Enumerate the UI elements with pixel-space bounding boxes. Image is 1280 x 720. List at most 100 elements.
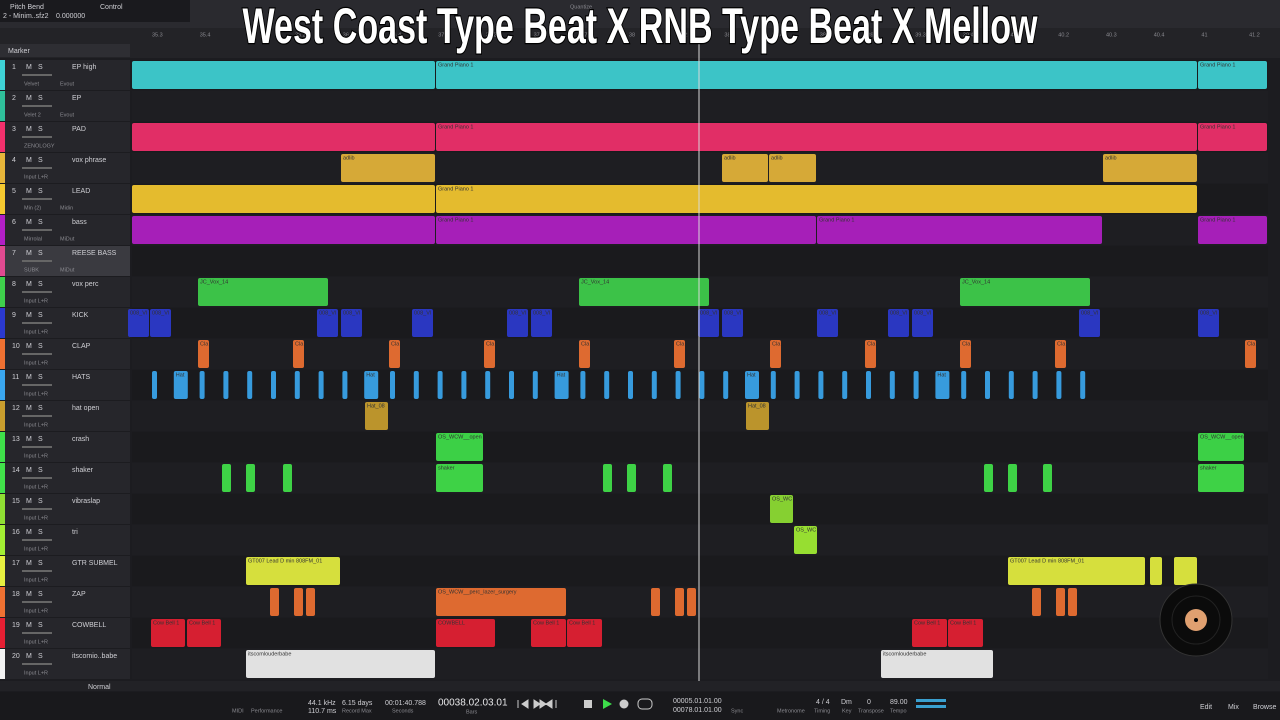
mute-button[interactable]: M	[26, 219, 32, 226]
track-number: 5	[12, 188, 16, 195]
solo-button[interactable]: S	[38, 188, 43, 195]
solo-button[interactable]: S	[38, 157, 43, 164]
mix-tab[interactable]: Mix	[1228, 704, 1239, 711]
transport-controls[interactable]	[517, 698, 653, 710]
clip-label: 008_Vl	[1200, 310, 1217, 316]
mute-button[interactable]: M	[26, 591, 32, 598]
solo-button[interactable]: S	[38, 436, 43, 443]
mute-button[interactable]: M	[26, 622, 32, 629]
solo-button[interactable]: S	[38, 374, 43, 381]
edit-tab[interactable]: Edit	[1200, 704, 1212, 711]
clip	[531, 309, 552, 337]
mute-button[interactable]: M	[26, 436, 32, 443]
track-input: Input L+R	[24, 639, 48, 645]
clip	[1103, 154, 1197, 182]
volume-slider	[22, 663, 52, 665]
solo-button[interactable]: S	[38, 498, 43, 505]
track-lane	[132, 525, 1268, 555]
solo-button[interactable]: S	[38, 467, 43, 474]
loop-button[interactable]	[637, 698, 653, 710]
clip-label: OS_WC	[772, 496, 792, 502]
clip-label: 008_Vl	[343, 310, 360, 316]
clip	[364, 371, 379, 399]
mute-button[interactable]: M	[26, 281, 32, 288]
mute-button[interactable]: M	[26, 250, 32, 257]
track-name: hat open	[72, 405, 99, 412]
scrollbar	[0, 681, 1280, 691]
volume-slider	[22, 167, 52, 169]
solo-button[interactable]: S	[38, 64, 43, 71]
record-label: Record Max	[342, 708, 372, 714]
mute-button[interactable]: M	[26, 653, 32, 660]
record-button[interactable]	[619, 699, 629, 709]
clip	[1008, 464, 1017, 492]
mute-button[interactable]: M	[26, 374, 32, 381]
clip	[604, 371, 610, 399]
clip-label: 008_Vl	[152, 310, 169, 316]
track-color	[0, 215, 5, 245]
solo-button[interactable]: S	[38, 250, 43, 257]
mute-button[interactable]: M	[26, 343, 32, 350]
control-value: 0.000000	[56, 13, 85, 20]
track-name: shaker	[72, 467, 94, 474]
sync-label[interactable]: Sync	[731, 708, 743, 714]
clip	[1032, 371, 1038, 399]
solo-button[interactable]: S	[38, 405, 43, 412]
solo-button[interactable]: S	[38, 281, 43, 288]
clip-label: 008_Vl	[533, 310, 550, 316]
solo-button[interactable]: S	[38, 622, 43, 629]
loop-end: 00078.01.01.00	[673, 707, 722, 714]
track-input: Input L+R	[24, 391, 48, 397]
mute-button[interactable]: M	[26, 64, 32, 71]
track-lane	[132, 432, 1268, 462]
solo-button[interactable]: S	[38, 343, 43, 350]
track-color	[0, 587, 5, 617]
key: Dm	[841, 699, 852, 706]
clip	[723, 371, 729, 399]
solo-button[interactable]: S	[38, 653, 43, 660]
clip	[436, 464, 483, 492]
mute-button[interactable]: M	[26, 126, 32, 133]
clip-label: adlib	[343, 155, 355, 161]
clip	[413, 371, 419, 399]
mute-button[interactable]: M	[26, 312, 32, 319]
mute-button[interactable]: M	[26, 560, 32, 567]
clip-label: Hat	[557, 372, 566, 378]
track-name: REESE BASS	[72, 250, 117, 257]
solo-button[interactable]: S	[38, 591, 43, 598]
mute-button[interactable]: M	[26, 188, 32, 195]
clip	[842, 371, 848, 399]
solo-button[interactable]: S	[38, 219, 43, 226]
stop-button[interactable]	[584, 700, 592, 708]
clip-label: Cla	[1247, 341, 1256, 347]
ruler-label: 40	[1011, 32, 1017, 38]
track-header	[0, 215, 130, 245]
clip-label: Hat	[366, 372, 375, 378]
mute-button[interactable]: M	[26, 405, 32, 412]
position: 00038.02.03.01	[438, 698, 508, 709]
clip	[187, 619, 221, 647]
solo-button[interactable]: S	[38, 126, 43, 133]
solo-button[interactable]: S	[38, 560, 43, 567]
transport-buttons[interactable]	[517, 699, 557, 709]
mute-button[interactable]: M	[26, 157, 32, 164]
clip	[341, 309, 362, 337]
mute-button[interactable]: M	[26, 498, 32, 505]
browse-tab[interactable]: Browse	[1253, 704, 1276, 711]
clip	[579, 340, 590, 368]
clip	[293, 340, 304, 368]
clip	[461, 371, 467, 399]
volume-slider	[22, 601, 52, 603]
mute-button[interactable]: M	[26, 467, 32, 474]
track-color	[0, 401, 5, 431]
solo-button[interactable]: S	[38, 312, 43, 319]
mute-button[interactable]: M	[26, 529, 32, 536]
solo-button[interactable]: S	[38, 529, 43, 536]
solo-button[interactable]: S	[38, 95, 43, 102]
mute-button[interactable]: M	[26, 95, 32, 102]
clip	[818, 371, 824, 399]
ruler-label: 37	[438, 32, 444, 38]
metronome-label[interactable]: Metronome	[777, 708, 805, 714]
track-header	[0, 618, 130, 648]
play-button[interactable]	[603, 699, 612, 709]
